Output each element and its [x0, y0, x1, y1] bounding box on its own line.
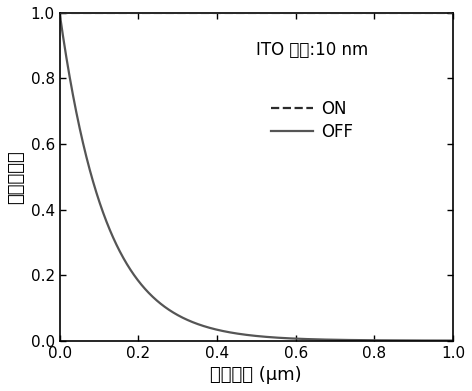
X-axis label: 传输长度 (μm): 传输长度 (μm) — [211, 366, 302, 384]
Y-axis label: 归一化功率: 归一化功率 — [7, 150, 25, 204]
Text: ITO 厚度:10 nm: ITO 厚度:10 nm — [256, 41, 369, 59]
Legend: ON, OFF: ON, OFF — [265, 93, 360, 148]
